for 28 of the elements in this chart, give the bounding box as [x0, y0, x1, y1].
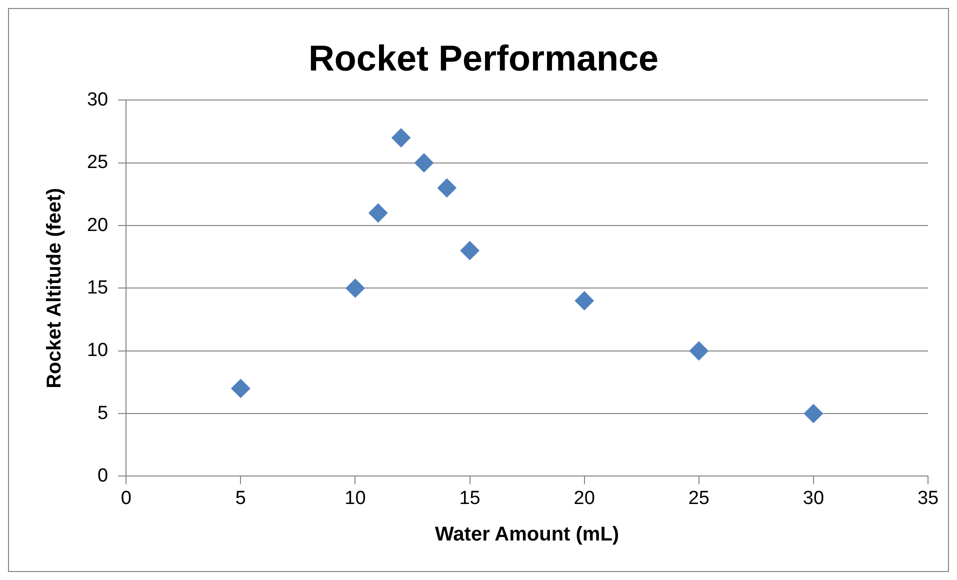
x-tick-label: 30	[802, 488, 824, 509]
point	[437, 178, 456, 198]
x-tick-label: 0	[120, 488, 132, 509]
x-tick-label: 35	[917, 488, 939, 509]
point	[231, 378, 250, 398]
point	[460, 241, 480, 260]
x-tick-label: 5	[235, 488, 246, 509]
x-tick-label: 10	[344, 488, 366, 509]
y-tick-label: 0	[98, 465, 108, 486]
point	[368, 204, 388, 222]
y-tick-label: 30	[86, 89, 108, 110]
y-tick-label: 25	[86, 152, 108, 174]
x-axis-title: Water Amount (mL)	[435, 524, 620, 546]
x-tick-label: 25	[688, 488, 710, 509]
chart-title: Rocket Performance	[308, 38, 659, 79]
y-tick-label: 15	[86, 277, 108, 298]
point	[346, 278, 365, 298]
point	[414, 153, 434, 172]
y-tick-label: 10	[86, 340, 108, 362]
point	[574, 291, 594, 310]
y-tick-label: 5	[98, 402, 108, 424]
x-tick-label: 15	[459, 488, 480, 509]
y-tick-label: 20	[86, 214, 108, 236]
y-axis-title: Rocket Altitude (feet)	[44, 188, 66, 388]
point	[689, 341, 708, 360]
point	[804, 404, 823, 424]
x-tick-label: 20	[574, 488, 595, 509]
point	[392, 128, 411, 148]
